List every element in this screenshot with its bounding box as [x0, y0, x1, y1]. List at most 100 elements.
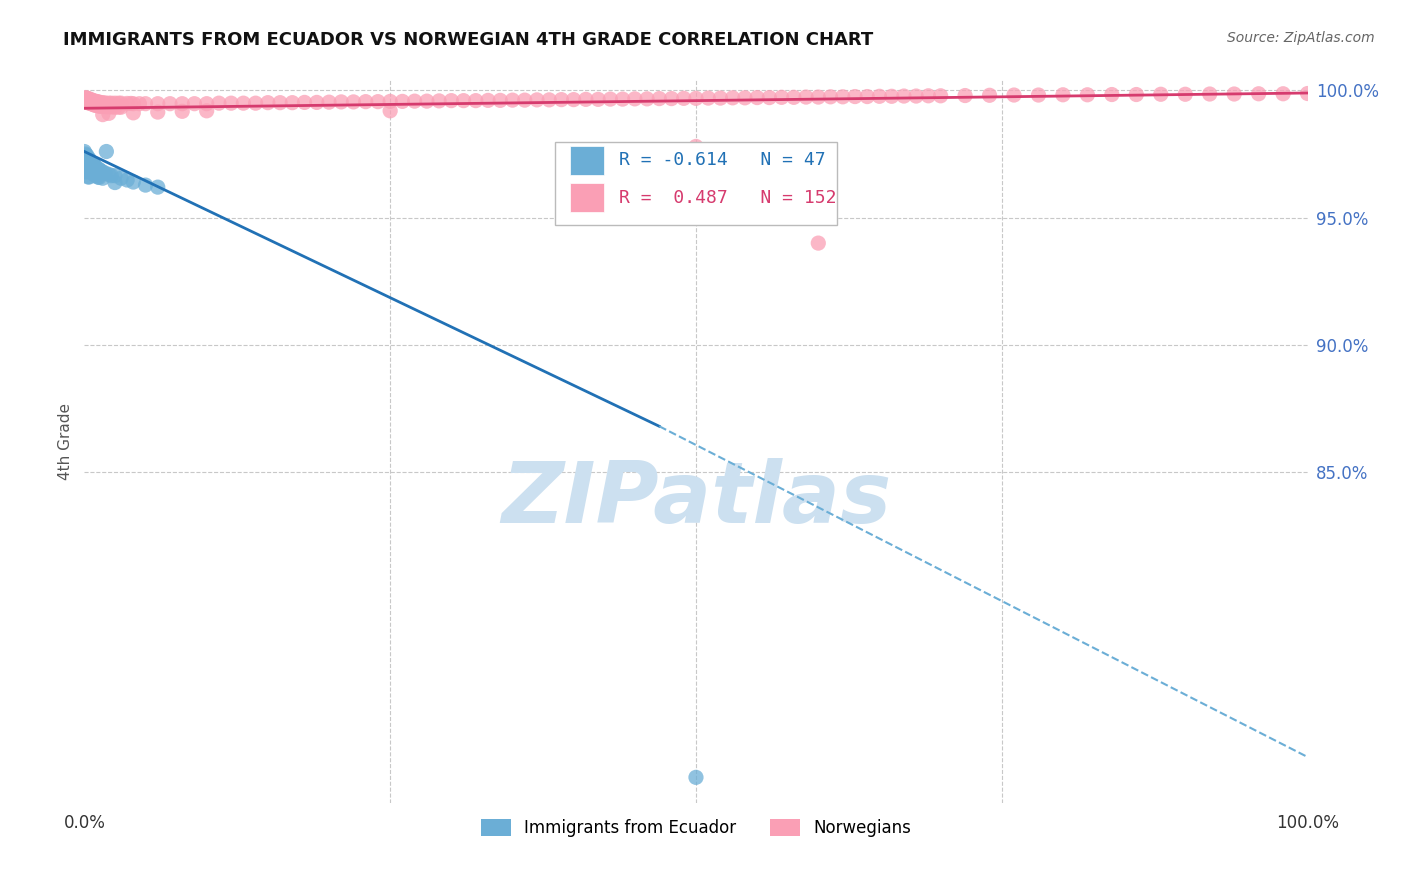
Point: [672, 91, 695, 105]
Point: [380, 103, 402, 118]
Point: [84, 98, 107, 112]
Text: Source: ZipAtlas.com: Source: ZipAtlas.com: [1227, 31, 1375, 45]
Point: [195, 103, 218, 118]
Point: [75, 90, 97, 104]
Y-axis label: 4th Grade: 4th Grade: [58, 403, 73, 480]
Point: [1002, 88, 1025, 103]
Point: [831, 90, 853, 104]
Point: [86, 95, 108, 109]
Point: [77, 169, 100, 184]
Point: [305, 95, 328, 110]
Point: [97, 96, 120, 111]
Point: [685, 770, 707, 784]
Point: [135, 178, 157, 193]
Point: [110, 96, 132, 111]
Point: [97, 168, 120, 182]
Point: [820, 90, 842, 104]
Point: [685, 91, 707, 105]
Point: [100, 96, 122, 111]
Text: R = -0.614   N = 47: R = -0.614 N = 47: [619, 152, 825, 169]
FancyBboxPatch shape: [555, 142, 837, 225]
Point: [354, 95, 377, 109]
Point: [122, 106, 145, 120]
Point: [391, 95, 413, 109]
Point: [342, 95, 364, 109]
Point: [100, 169, 122, 183]
Point: [80, 157, 103, 171]
Point: [734, 91, 756, 105]
Point: [807, 90, 830, 104]
Point: [513, 93, 536, 107]
Point: [77, 92, 100, 106]
Point: [110, 171, 132, 186]
Point: [1076, 87, 1098, 102]
Point: [100, 100, 122, 114]
Point: [75, 157, 97, 171]
Point: [232, 96, 254, 111]
Point: [115, 96, 138, 111]
Point: [77, 169, 100, 184]
Point: [73, 162, 96, 177]
Point: [281, 95, 304, 110]
Point: [77, 96, 100, 111]
Point: [76, 91, 98, 105]
Point: [120, 96, 142, 111]
Point: [612, 92, 634, 106]
Point: [77, 92, 100, 106]
Point: [294, 95, 316, 110]
Point: [1296, 87, 1319, 101]
Point: [96, 100, 118, 114]
Point: [96, 145, 118, 159]
Point: [575, 92, 598, 106]
Point: [330, 95, 353, 109]
Point: [893, 89, 915, 103]
Point: [73, 145, 96, 159]
Point: [404, 94, 426, 108]
Point: [89, 163, 111, 178]
Point: [917, 88, 939, 103]
Point: [770, 90, 793, 104]
Point: [183, 96, 205, 111]
Point: [195, 96, 218, 111]
Point: [89, 95, 111, 110]
Point: [91, 165, 114, 179]
Point: [135, 96, 157, 111]
Point: [86, 169, 108, 183]
Point: [76, 148, 98, 162]
Point: [869, 89, 891, 103]
Point: [87, 162, 110, 177]
Point: [83, 159, 105, 173]
Point: [75, 147, 97, 161]
Point: [83, 94, 105, 108]
Point: [77, 161, 100, 175]
Point: [82, 156, 104, 170]
Point: [661, 92, 683, 106]
Point: [77, 95, 100, 110]
Point: [1125, 87, 1147, 102]
Point: [91, 108, 114, 122]
Point: [562, 93, 585, 107]
Point: [89, 99, 111, 113]
Point: [80, 96, 103, 111]
Point: [1101, 87, 1123, 102]
Point: [953, 88, 976, 103]
Point: [110, 100, 132, 114]
Point: [80, 93, 103, 107]
Text: IMMIGRANTS FROM ECUADOR VS NORWEGIAN 4TH GRADE CORRELATION CHART: IMMIGRANTS FROM ECUADOR VS NORWEGIAN 4TH…: [63, 31, 873, 49]
Point: [172, 96, 194, 111]
Point: [122, 96, 145, 111]
Point: [269, 95, 291, 110]
Point: [380, 95, 402, 109]
Point: [82, 94, 104, 108]
Point: [146, 96, 169, 111]
Point: [440, 94, 463, 108]
Point: [84, 94, 107, 108]
Point: [76, 165, 98, 179]
Point: [257, 95, 280, 110]
Point: [104, 96, 127, 111]
Point: [91, 171, 114, 186]
Point: [783, 90, 806, 104]
Point: [87, 95, 110, 110]
Point: [122, 175, 145, 189]
Point: [83, 168, 105, 182]
